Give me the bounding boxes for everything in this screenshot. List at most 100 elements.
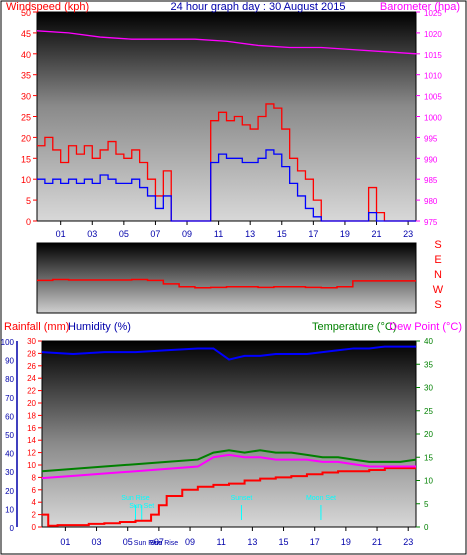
sun-footer-label: Sun Rise (134, 540, 163, 547)
barometer-line (36, 30, 417, 55)
barometer-tick-label: 995 (424, 134, 438, 143)
humidity-tick-label: 40 (5, 450, 14, 459)
x-tick-label: 23 (403, 229, 413, 239)
direction-label: W (433, 284, 444, 296)
humidity-tick-label: 20 (5, 487, 14, 496)
wind-tick-label: 10 (21, 175, 31, 185)
x-tick-label: 15 (277, 229, 287, 239)
rain-tick-label: 30 (27, 337, 36, 346)
x-tick-label: 05 (119, 229, 129, 239)
temperature-tick-label: 40 (424, 337, 433, 346)
rain-tick-label: 22 (27, 387, 36, 396)
rain-tick-label: 8 (32, 473, 37, 482)
rain-tick-label: 26 (27, 362, 36, 371)
direction-label: N (434, 269, 442, 281)
temperature-tick-label: 0 (424, 523, 429, 532)
rain-tick-label: 28 (27, 349, 36, 358)
annotation-label: Sun Set (129, 503, 154, 510)
x-tick-label: 19 (341, 537, 351, 547)
humidity-tick-label: 100 (1, 338, 15, 347)
x-tick-label: 09 (182, 229, 192, 239)
barometer-tick-label: 1010 (424, 72, 442, 81)
rain-tick-label: 12 (27, 449, 36, 458)
direction-label: E (434, 254, 441, 266)
humidity-tick-label: 10 (5, 505, 14, 514)
humidity-tick-label: 30 (5, 468, 14, 477)
rain-tick-label: 0 (32, 523, 37, 532)
barometer-tick-label: 1025 (424, 9, 442, 18)
rain-tick-label: 10 (27, 461, 36, 470)
x-tick-label: 17 (310, 537, 320, 547)
temperature-tick-label: 35 (424, 360, 433, 369)
wind-tick-label: 20 (21, 133, 31, 143)
annotation-label: Sunset (231, 495, 253, 502)
temperature-tick-label: 25 (424, 407, 433, 416)
wind-tick-label: 15 (21, 154, 31, 164)
x-tick-label: 07 (154, 537, 164, 547)
rain-tick-label: 24 (27, 374, 36, 383)
chart-title: 24 hour graph day : 30 August 2015 (171, 1, 346, 13)
rain-tick-label: 6 (32, 486, 37, 495)
x-tick-label: 09 (185, 537, 195, 547)
rain-tick-label: 14 (27, 436, 36, 445)
wind-tick-label: 25 (21, 113, 31, 123)
temperature-tick-label: 20 (424, 430, 433, 439)
x-tick-label: 19 (340, 229, 350, 239)
direction-plot-area (36, 242, 417, 314)
x-tick-label: 17 (308, 229, 318, 239)
temperature-tick-label: 5 (424, 500, 429, 509)
x-tick-label: 11 (214, 229, 223, 239)
dewpoint-line (41, 453, 416, 480)
temperature-line (41, 449, 417, 473)
wind-tick-label: 45 (21, 29, 31, 39)
lower-plot-area (41, 340, 417, 528)
dewpoint-axis-title: Dew Point (°C) (389, 321, 462, 333)
x-tick-label: 03 (92, 537, 102, 547)
barometer-tick-label: 985 (424, 176, 438, 185)
barometer-tick-label: 1015 (424, 51, 442, 60)
x-tick-label: 07 (150, 229, 160, 239)
sun-footer-label: Sun Rise (150, 540, 179, 547)
rain-tick-label: 18 (27, 411, 36, 420)
rain-tick-label: 20 (27, 399, 36, 408)
x-tick-label: 03 (87, 229, 97, 239)
x-tick-label: 11 (217, 537, 226, 547)
temperature-tick-label: 15 (424, 453, 433, 462)
barometer-tick-label: 980 (424, 197, 438, 206)
humidity-line (41, 345, 416, 361)
rainfall-axis-title: Rainfall (mm) (4, 321, 69, 333)
barometer-tick-label: 975 (424, 218, 438, 227)
wind-tick-label: 0 (26, 217, 31, 227)
x-tick-label: 05 (123, 537, 133, 547)
windspeed-axis-title: Windspeed (kph) (6, 1, 89, 13)
wind-tick-label: 30 (21, 92, 31, 102)
wind-average-line (37, 149, 416, 222)
wind-tick-label: 35 (21, 71, 31, 81)
wind-tick-label: 50 (21, 8, 31, 18)
barometer-tick-label: 1000 (424, 114, 442, 123)
annotation-label: Moon Set (306, 495, 336, 502)
humidity-tick-label: 60 (5, 412, 14, 421)
x-tick-label: 21 (372, 537, 382, 547)
rain-tick-label: 2 (32, 511, 37, 520)
x-tick-label: 13 (245, 229, 255, 239)
direction-label: S (434, 239, 441, 251)
temperature-tick-label: 30 (424, 384, 433, 393)
x-tick-label: 01 (56, 229, 66, 239)
rain-tick-label: 4 (32, 498, 37, 507)
annotation-label: Sun Rise (121, 495, 150, 502)
humidity-tick-label: 0 (10, 524, 15, 533)
wind-tick-label: 5 (26, 196, 31, 206)
temperature-axis-title: Temperature (°C) (312, 321, 396, 333)
humidity-axis-title: Humidity (%) (68, 321, 131, 333)
barometer-tick-label: 990 (424, 155, 438, 164)
x-tick-label: 15 (279, 537, 289, 547)
barometer-tick-label: 1005 (424, 93, 442, 102)
x-tick-label: 23 (403, 537, 413, 547)
direction-label: S (434, 299, 441, 311)
x-tick-label: 13 (247, 537, 257, 547)
barometer-axis-title: Barometer (hpa) (380, 1, 460, 13)
wind-tick-label: 40 (21, 50, 31, 60)
